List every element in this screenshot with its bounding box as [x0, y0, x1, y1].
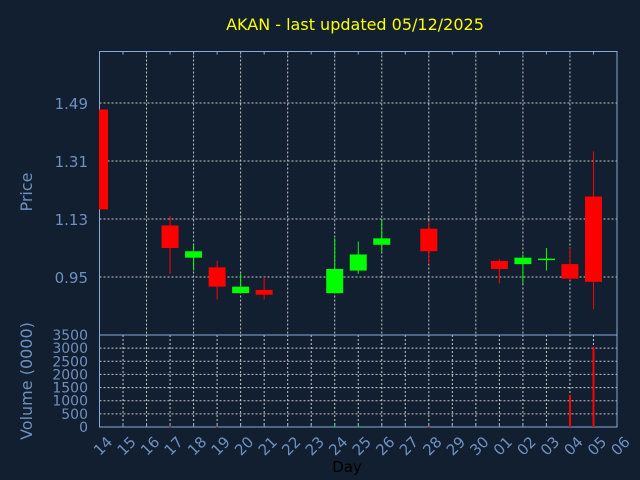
price-tick-label: 1.49 — [55, 95, 88, 113]
x-tick-label: 29 — [443, 433, 469, 459]
price-panel-frame — [99, 51, 618, 336]
x-tick-label: 27 — [396, 433, 422, 459]
candle-02 — [514, 254, 532, 284]
candle-24 — [326, 238, 344, 294]
volume-bar-19 — [216, 426, 219, 428]
price-tick-label: 1.13 — [55, 211, 88, 229]
candle-body — [490, 260, 508, 269]
x-tick-label: 02 — [513, 433, 539, 459]
candle-25 — [349, 241, 367, 274]
price-tick-label: 0.95 — [55, 269, 88, 287]
x-tick-label: 18 — [184, 433, 210, 459]
x-tick-label: 16 — [137, 433, 163, 459]
x-tick-label: 22 — [278, 433, 304, 459]
candle-19 — [208, 260, 226, 300]
volume-bar-17 — [169, 426, 172, 428]
gridlines — [99, 51, 617, 427]
volume-tick-label: 1000 — [52, 394, 88, 410]
x-tick-label: 28 — [419, 433, 445, 459]
x-tick-label: 04 — [560, 433, 586, 459]
candle-body — [584, 196, 602, 282]
x-tick-label: 25 — [349, 433, 375, 459]
candle-04 — [561, 248, 579, 281]
candle-body — [514, 257, 532, 265]
x-tick-label: 03 — [537, 433, 563, 459]
candle-body — [161, 225, 179, 249]
candle-body — [185, 251, 203, 258]
volume-tick-label: 3000 — [52, 341, 88, 357]
candle-18 — [185, 244, 203, 271]
chart-title: AKAN - last updated 05/12/2025 — [226, 15, 484, 34]
candle-body — [420, 228, 438, 252]
volume-tick-label: 2500 — [52, 354, 88, 370]
candle-14 — [99, 109, 108, 210]
candles — [99, 109, 602, 310]
x-tick-label: 01 — [490, 433, 516, 459]
candle-body — [208, 267, 226, 287]
candle-body — [255, 289, 273, 295]
candle-26 — [373, 219, 391, 252]
x-tick-label: 19 — [208, 433, 234, 459]
volume-tick-label: 3500 — [52, 328, 88, 344]
y-axis-label-volume: Volume (0000) — [17, 322, 36, 440]
x-tick-label: 05 — [584, 433, 610, 459]
candle-05 — [584, 151, 602, 310]
x-tick-label: 21 — [255, 433, 281, 459]
candle-body — [373, 238, 391, 245]
x-tick-label: 14 — [90, 433, 116, 459]
volume-tick-label: 0 — [79, 420, 88, 436]
candle-17 — [161, 215, 179, 274]
candle-body — [326, 268, 344, 294]
x-tick-label: 30 — [466, 433, 492, 459]
candle-body — [349, 254, 367, 271]
x-tick-label: 26 — [372, 433, 398, 459]
volume-bars — [169, 347, 595, 428]
x-tick-label: 15 — [114, 433, 140, 459]
candle-01 — [490, 259, 508, 284]
volume-tick-label: 2000 — [52, 367, 88, 383]
x-axis-label: Day — [332, 458, 362, 476]
price-tick-label: 1.31 — [55, 153, 88, 171]
volume-tick-label: 1500 — [52, 381, 88, 397]
y-axis-label-price: Price — [17, 172, 36, 211]
candle-20 — [232, 273, 250, 294]
candle-body — [537, 258, 555, 261]
x-tick-label: 24 — [325, 433, 351, 459]
candle-body — [99, 109, 108, 210]
candle-03 — [537, 248, 555, 271]
volume-bar-24 — [333, 426, 336, 428]
x-tick-label: 23 — [302, 433, 328, 459]
candle-body — [232, 286, 250, 294]
volume-bar-05 — [592, 347, 595, 427]
x-tick-label: 17 — [161, 433, 187, 459]
candle-body — [561, 264, 579, 279]
candle-28 — [420, 222, 438, 265]
volume-bar-28 — [427, 426, 430, 428]
volume-bar-25 — [357, 426, 360, 428]
x-tick-label: 06 — [608, 433, 634, 459]
volume-tick-label: 500 — [61, 407, 88, 423]
volume-bar-04 — [568, 394, 571, 427]
x-tick-label: 20 — [231, 433, 257, 459]
candle-21 — [255, 277, 273, 300]
